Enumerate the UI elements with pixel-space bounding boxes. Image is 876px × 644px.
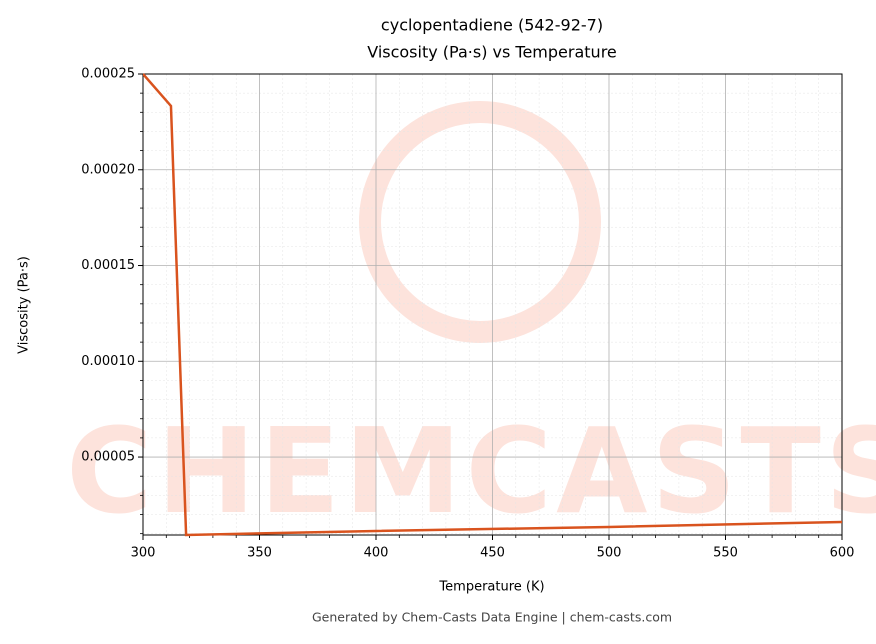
watermark-logo bbox=[359, 101, 601, 343]
y-tick-label: 0.00020 bbox=[81, 162, 135, 177]
y-tick-label: 0.00025 bbox=[81, 67, 135, 82]
x-tick-label: 500 bbox=[597, 546, 622, 561]
footer: Generated by Chem-Casts Data Engine | ch… bbox=[312, 610, 672, 625]
x-tick-label: 550 bbox=[713, 546, 738, 561]
line bbox=[143, 73, 842, 537]
y-axis-label: Viscosity (Pa·s) bbox=[17, 256, 32, 354]
x-tick-label: 400 bbox=[364, 546, 389, 561]
y-tick-label: 0.00005 bbox=[81, 450, 135, 465]
x-tick-label: 350 bbox=[247, 546, 272, 561]
chart-subtitle: Viscosity (Pa·s) vs Temperature bbox=[367, 43, 617, 62]
y-tick-label: 0.00010 bbox=[81, 354, 135, 369]
plot-frame bbox=[142, 73, 843, 536]
x-tick-label: 450 bbox=[480, 546, 505, 561]
x-tick-label: 300 bbox=[131, 546, 156, 561]
chart-title: cyclopentadiene (542-92-7) bbox=[381, 16, 603, 35]
y-tick-label: 0.00015 bbox=[81, 258, 135, 273]
x-tick-label: 600 bbox=[830, 546, 855, 561]
watermark: CHEMCASTS bbox=[66, 402, 876, 540]
x-axis-label: Temperature (K) bbox=[438, 580, 544, 595]
